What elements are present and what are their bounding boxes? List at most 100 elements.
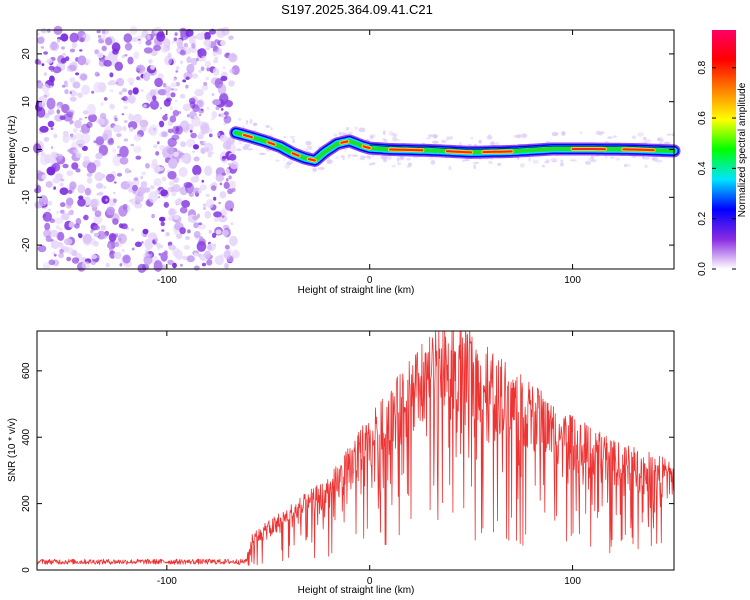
noise-speckle (201, 262, 207, 267)
noise-speckle (105, 198, 108, 202)
noise-speckle (179, 93, 186, 99)
noise-speckle (168, 181, 175, 186)
ridge-halo-speckle (544, 160, 548, 164)
noise-speckle (45, 181, 53, 188)
noise-speckle (186, 63, 195, 74)
noise-speckle (107, 81, 113, 86)
ridge-halo-speckle (368, 134, 376, 138)
noise-speckle (204, 142, 214, 153)
ridge-halo-speckle (305, 141, 312, 146)
ridge-halo-speckle (238, 117, 242, 121)
ridge-halo-speckle (609, 156, 616, 159)
ridge-halo-speckle (560, 162, 564, 167)
noise-speckle (179, 227, 186, 235)
noise-speckle (81, 145, 88, 151)
noise-speckle (131, 247, 135, 251)
noise-speckle (45, 235, 52, 242)
noise-speckle (220, 254, 224, 259)
noise-speckle (223, 111, 229, 116)
noise-speckle (94, 71, 100, 77)
noise-speckle (69, 120, 74, 124)
noise-speckle (59, 182, 64, 187)
noise-speckle (67, 210, 73, 216)
noise-speckle (203, 140, 206, 145)
ridge-halo-speckle (326, 159, 333, 164)
noise-speckle (38, 95, 48, 103)
noise-speckle (228, 153, 237, 161)
noise-speckle (113, 181, 117, 184)
noise-speckle (213, 211, 222, 218)
noise-speckle (62, 188, 66, 192)
colorbar-ticks: 0.0 0.2 0.4 0.6 0.8 (697, 60, 736, 276)
noise-speckle (145, 163, 150, 169)
noise-speckle (121, 88, 128, 93)
ridge-halo-speckle (441, 139, 447, 144)
ridge-halo-speckle (550, 158, 558, 162)
ridge-halo-speckle (532, 159, 539, 164)
noise-speckle (38, 101, 46, 109)
noise-speckle (161, 229, 165, 232)
noise-speckle (197, 134, 204, 140)
ridge-halo-speckle (338, 131, 342, 136)
noise-speckle (127, 56, 134, 65)
noise-speckle (87, 177, 93, 184)
noise-speckle (183, 37, 187, 41)
noise-speckle (104, 56, 109, 61)
ridge-halo-speckle (369, 135, 374, 140)
noise-speckle (143, 255, 153, 265)
noise-speckle (167, 137, 177, 147)
noise-speckle (168, 158, 178, 169)
noise-speckle (191, 73, 199, 79)
noise-speckle (230, 208, 233, 212)
noise-speckle (190, 57, 198, 66)
noise-speckle (71, 162, 79, 170)
noise-speckle (225, 178, 229, 182)
noise-speckle (151, 100, 157, 106)
noise-speckle (96, 182, 104, 189)
noise-speckle (156, 31, 166, 42)
ridge-halo-speckle (643, 156, 650, 160)
noise-speckle (60, 202, 66, 208)
noise-speckle (122, 125, 127, 132)
noise-speckle (93, 232, 99, 237)
ridge-halo-speckle (551, 131, 559, 137)
noise-speckle (123, 105, 128, 110)
noise-speckle (151, 158, 158, 167)
noise-speckle (133, 51, 140, 60)
noise-speckle (64, 89, 69, 95)
noise-speckle (46, 97, 56, 110)
ridge-halo-speckle (473, 164, 477, 170)
ridge-halo-speckle (470, 137, 474, 140)
noise-speckle (206, 47, 210, 51)
noise-speckle (199, 184, 207, 191)
colorbar-tick-label: 0.2 (697, 211, 708, 225)
noise-speckle (221, 155, 227, 160)
spectrogram-y-tick-label: 0 (21, 146, 32, 152)
noise-speckle (60, 33, 69, 42)
noise-speckle (94, 210, 102, 218)
noise-speckle (202, 204, 207, 208)
noise-speckle (193, 265, 200, 271)
noise-speckle (145, 40, 152, 46)
noise-speckle (198, 113, 202, 117)
noise-speckle (93, 214, 103, 225)
noise-speckle (160, 221, 165, 227)
noise-speckle (161, 131, 168, 138)
noise-speckle (223, 181, 230, 189)
noise-speckle (203, 39, 212, 47)
noise-speckle (43, 51, 48, 55)
noise-speckle (124, 168, 130, 174)
noise-speckle (150, 64, 156, 70)
noise-speckle (181, 200, 191, 208)
noise-speckle (177, 41, 184, 49)
ridge-peak-segment (267, 141, 276, 146)
noise-speckle (118, 205, 128, 217)
noise-speckle (219, 182, 223, 186)
snr-axes: -100 0 100 0 200 400 600 (21, 331, 674, 587)
snr-y-tick-label: 200 (21, 495, 32, 512)
noise-speckle (60, 57, 67, 64)
noise-speckle (93, 241, 97, 245)
noise-speckle (221, 229, 229, 236)
ridge-halo-speckle (384, 138, 388, 143)
snr-y-tick-label: 0 (21, 567, 32, 573)
